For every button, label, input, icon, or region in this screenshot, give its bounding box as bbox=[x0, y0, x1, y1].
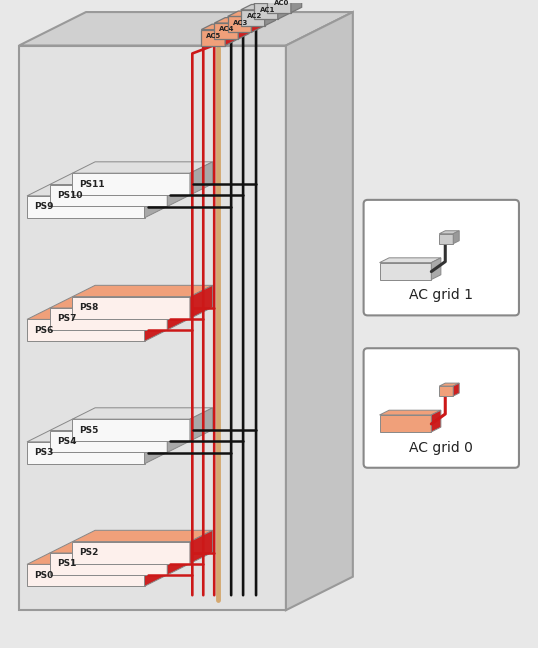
Text: PS9: PS9 bbox=[34, 202, 53, 211]
Polygon shape bbox=[379, 258, 441, 262]
Polygon shape bbox=[145, 553, 167, 586]
Polygon shape bbox=[27, 430, 167, 442]
Polygon shape bbox=[27, 196, 145, 218]
Polygon shape bbox=[19, 45, 286, 610]
Polygon shape bbox=[167, 419, 190, 452]
Polygon shape bbox=[379, 415, 431, 432]
Polygon shape bbox=[286, 12, 353, 610]
FancyBboxPatch shape bbox=[364, 348, 519, 468]
Polygon shape bbox=[251, 11, 262, 32]
Polygon shape bbox=[49, 419, 190, 430]
Polygon shape bbox=[145, 430, 167, 464]
Text: PS7: PS7 bbox=[56, 314, 76, 323]
Polygon shape bbox=[379, 410, 441, 415]
Polygon shape bbox=[190, 285, 213, 319]
Polygon shape bbox=[379, 262, 431, 279]
Polygon shape bbox=[167, 297, 190, 330]
Polygon shape bbox=[73, 408, 213, 419]
Text: AC1: AC1 bbox=[260, 6, 275, 13]
Polygon shape bbox=[254, 3, 278, 19]
Polygon shape bbox=[228, 11, 262, 16]
Polygon shape bbox=[167, 542, 190, 575]
Polygon shape bbox=[278, 0, 288, 19]
Polygon shape bbox=[49, 553, 167, 575]
Polygon shape bbox=[190, 162, 213, 195]
Polygon shape bbox=[73, 542, 190, 564]
Polygon shape bbox=[73, 162, 213, 173]
Polygon shape bbox=[228, 16, 251, 32]
Polygon shape bbox=[27, 442, 145, 464]
Text: PS0: PS0 bbox=[34, 571, 53, 580]
Text: PS11: PS11 bbox=[80, 179, 105, 189]
Text: AC3: AC3 bbox=[233, 20, 248, 26]
Polygon shape bbox=[240, 5, 275, 10]
Polygon shape bbox=[453, 383, 459, 396]
Text: PS8: PS8 bbox=[80, 303, 99, 312]
Polygon shape bbox=[49, 173, 190, 185]
Text: PS3: PS3 bbox=[34, 448, 53, 457]
Polygon shape bbox=[440, 386, 453, 396]
Polygon shape bbox=[19, 12, 353, 45]
Polygon shape bbox=[215, 23, 238, 39]
Polygon shape bbox=[27, 564, 145, 586]
Polygon shape bbox=[267, 0, 291, 13]
Polygon shape bbox=[49, 542, 190, 553]
Polygon shape bbox=[49, 185, 167, 207]
Polygon shape bbox=[190, 530, 213, 564]
Polygon shape bbox=[431, 410, 441, 432]
Polygon shape bbox=[238, 17, 249, 39]
Text: PS10: PS10 bbox=[56, 191, 82, 200]
Polygon shape bbox=[27, 319, 145, 341]
Polygon shape bbox=[49, 308, 167, 330]
Polygon shape bbox=[49, 297, 190, 308]
Polygon shape bbox=[27, 308, 167, 319]
Text: AC4: AC4 bbox=[219, 27, 235, 32]
Text: AC5: AC5 bbox=[206, 33, 221, 39]
Polygon shape bbox=[254, 0, 288, 3]
Polygon shape bbox=[215, 17, 249, 23]
Polygon shape bbox=[440, 383, 459, 386]
Text: AC0: AC0 bbox=[274, 0, 289, 6]
Text: AC grid 1: AC grid 1 bbox=[409, 288, 473, 303]
Polygon shape bbox=[453, 231, 459, 244]
Polygon shape bbox=[201, 24, 236, 30]
Polygon shape bbox=[440, 234, 453, 244]
Polygon shape bbox=[73, 297, 190, 319]
Polygon shape bbox=[440, 231, 459, 234]
Polygon shape bbox=[49, 430, 167, 452]
Polygon shape bbox=[431, 258, 441, 279]
Polygon shape bbox=[73, 173, 190, 195]
Text: PS6: PS6 bbox=[34, 326, 53, 335]
Text: PS4: PS4 bbox=[56, 437, 76, 446]
Text: PS5: PS5 bbox=[80, 426, 99, 435]
Polygon shape bbox=[145, 185, 167, 218]
Text: PS2: PS2 bbox=[80, 548, 99, 557]
Polygon shape bbox=[265, 5, 275, 26]
Polygon shape bbox=[240, 10, 265, 26]
Polygon shape bbox=[225, 24, 236, 45]
Polygon shape bbox=[73, 419, 190, 441]
Polygon shape bbox=[73, 285, 213, 297]
Text: PS1: PS1 bbox=[56, 559, 76, 568]
Polygon shape bbox=[201, 30, 225, 45]
Polygon shape bbox=[190, 408, 213, 441]
FancyBboxPatch shape bbox=[364, 200, 519, 316]
Polygon shape bbox=[27, 553, 167, 564]
Polygon shape bbox=[73, 530, 213, 542]
Polygon shape bbox=[167, 173, 190, 207]
Polygon shape bbox=[291, 0, 302, 13]
Text: AC grid 0: AC grid 0 bbox=[409, 441, 473, 455]
Polygon shape bbox=[145, 308, 167, 341]
Polygon shape bbox=[27, 185, 167, 196]
Text: AC2: AC2 bbox=[246, 13, 262, 19]
